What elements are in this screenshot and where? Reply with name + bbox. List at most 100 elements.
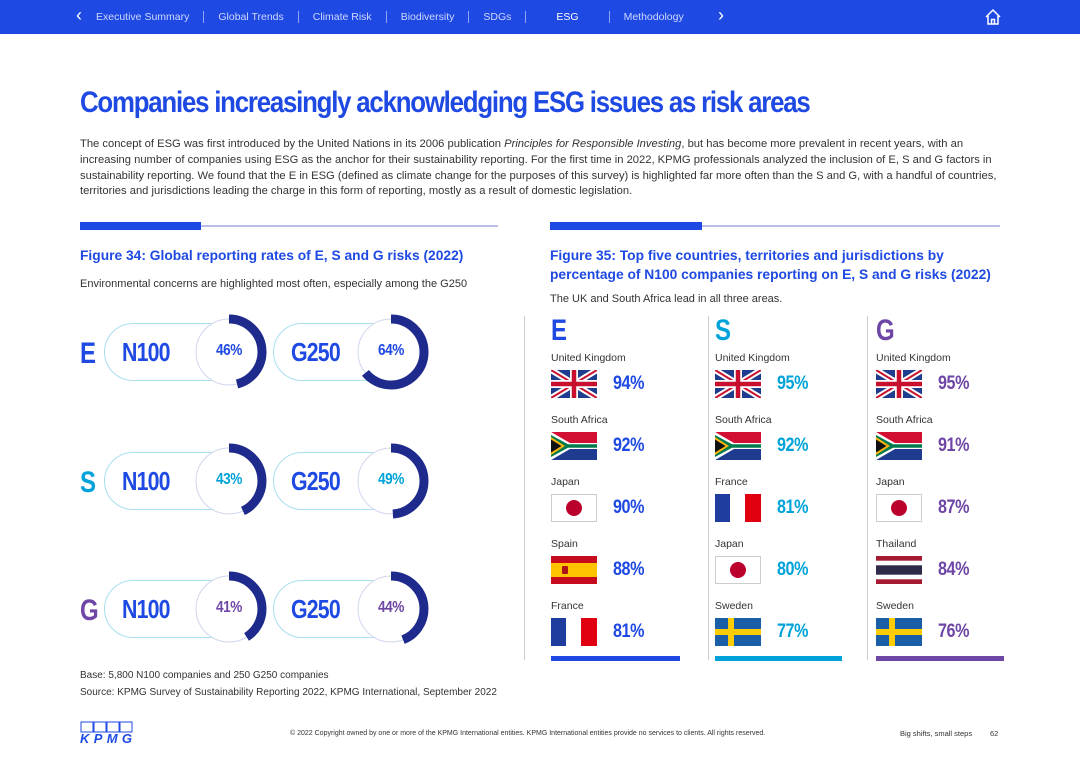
country-name: Sweden	[876, 600, 914, 612]
country-value: 92%	[613, 435, 645, 456]
column-letter-s: S	[715, 314, 732, 347]
country-name: France	[715, 476, 748, 488]
series-label-n100: N100	[122, 337, 171, 367]
country-name: Sweden	[715, 600, 753, 612]
column-bar-g	[876, 656, 1004, 661]
footer-copyright: © 2022 Copyright owned by one or more of…	[290, 730, 766, 737]
country-name: Thailand	[876, 538, 917, 550]
intro-paragraph: The concept of ESG was first introduced …	[80, 138, 997, 198]
donut-arc	[191, 314, 267, 390]
country-name: Japan	[551, 476, 580, 488]
fig34-base-note: Base: 5,800 N100 companies and 250 G250 …	[80, 670, 329, 681]
japan-flag	[876, 494, 922, 522]
country-value: 84%	[938, 559, 970, 580]
nav-item-biodiversity[interactable]: Biodiversity	[387, 11, 470, 23]
donut-value: 41%	[216, 599, 242, 616]
chevron-right-icon[interactable]: ›	[718, 5, 724, 25]
country-value: 87%	[938, 497, 970, 518]
donut-g-n100	[191, 571, 267, 647]
series-label-n100: N100	[122, 466, 171, 496]
donut-s-g250	[353, 443, 429, 519]
series-label-g250: G250	[291, 337, 341, 367]
donut-e-g250	[353, 314, 429, 390]
fig34-rule-accent	[80, 222, 201, 230]
fig34-rule	[80, 225, 498, 227]
row-letter-e: E	[80, 337, 97, 370]
nav-item-sdgs[interactable]: SDGs	[469, 11, 527, 23]
donut-arc	[353, 443, 429, 519]
country-name: France	[551, 600, 584, 612]
donut-value: 43%	[216, 471, 242, 488]
column-letter-g: G	[876, 314, 895, 347]
donut-arc	[353, 314, 429, 390]
japan-flag	[551, 494, 597, 522]
thailand-flag	[876, 556, 922, 584]
country-name: United Kingdom	[715, 352, 790, 364]
fig35-divider	[867, 316, 868, 660]
page-number: 62	[990, 729, 999, 738]
country-name: Spain	[551, 538, 578, 550]
fig34-subtitle: Environmental concerns are highlighted m…	[80, 278, 468, 290]
country-value: 80%	[777, 559, 809, 580]
donut-value: 64%	[378, 342, 404, 359]
country-value: 91%	[938, 435, 970, 456]
donut-value: 46%	[216, 342, 242, 359]
nav-item-methodology[interactable]: Methodology	[623, 11, 684, 23]
france-flag	[551, 618, 597, 646]
kpmg-logo: KPMG	[80, 721, 133, 745]
chevron-left-icon[interactable]: ‹	[76, 5, 82, 25]
spain-flag	[551, 556, 597, 584]
fig35-title: Figure 35: Top five countries, territori…	[550, 248, 991, 282]
country-name: Japan	[715, 538, 744, 550]
south-africa-flag	[715, 432, 761, 460]
row-letter-s: S	[80, 466, 97, 499]
page-title: Companies increasingly acknowledging ESG…	[80, 86, 811, 119]
france-flag	[715, 494, 761, 522]
nav-items: Executive Summary Global Trends Climate Ri…	[96, 0, 698, 34]
country-value: 81%	[777, 497, 809, 518]
south-africa-flag	[551, 432, 597, 460]
fig35-subtitle: The UK and South Africa lead in all thre…	[550, 293, 783, 305]
nav-item-esg[interactable]: ESG	[526, 11, 610, 23]
donut-value: 49%	[378, 471, 404, 488]
country-value: 76%	[938, 621, 970, 642]
footer-tagline: Big shifts, small steps	[900, 729, 973, 738]
uk-flag	[551, 370, 597, 398]
country-value: 92%	[777, 435, 809, 456]
country-value: 90%	[613, 497, 645, 518]
fig35-rule	[550, 225, 1000, 227]
top-nav-bar: ‹ Executive Summary Global Trends Climate …	[0, 0, 1080, 34]
fig35-rule-accent	[550, 222, 702, 230]
country-value: 95%	[777, 373, 809, 394]
series-label-n100: N100	[122, 594, 171, 624]
series-label-g250: G250	[291, 594, 341, 624]
fig34-title: Figure 34: Global reporting rates of E, …	[80, 248, 464, 263]
country-value: 95%	[938, 373, 970, 394]
uk-flag	[715, 370, 761, 398]
sweden-flag	[876, 618, 922, 646]
row-letter-g: G	[80, 594, 99, 627]
nav-item-climate-risk[interactable]: Climate Risk	[299, 11, 387, 23]
uk-flag	[876, 370, 922, 398]
home-icon[interactable]	[984, 8, 1002, 26]
donut-e-n100	[191, 314, 267, 390]
donut-g-g250	[353, 571, 429, 647]
country-value: 81%	[613, 621, 645, 642]
japan-flag	[715, 556, 761, 584]
country-name: South Africa	[715, 414, 772, 426]
kpmg-logo-text: KPMG	[80, 731, 132, 745]
nav-item-executive-summary[interactable]: Executive Summary	[96, 11, 205, 23]
donut-arc	[191, 443, 267, 519]
country-value: 77%	[777, 621, 809, 642]
country-name: United Kingdom	[876, 352, 951, 364]
country-name: Japan	[876, 476, 905, 488]
donut-arc	[191, 571, 267, 647]
fig34-source-note: Source: KPMG Survey of Sustainability Re…	[80, 687, 497, 698]
country-value: 94%	[613, 373, 645, 394]
country-value: 88%	[613, 559, 645, 580]
fig35-divider	[524, 316, 525, 660]
nav-item-global-trends[interactable]: Global Trends	[204, 11, 299, 23]
donut-value: 44%	[378, 599, 404, 616]
south-africa-flag	[876, 432, 922, 460]
column-bar-s	[715, 656, 842, 661]
